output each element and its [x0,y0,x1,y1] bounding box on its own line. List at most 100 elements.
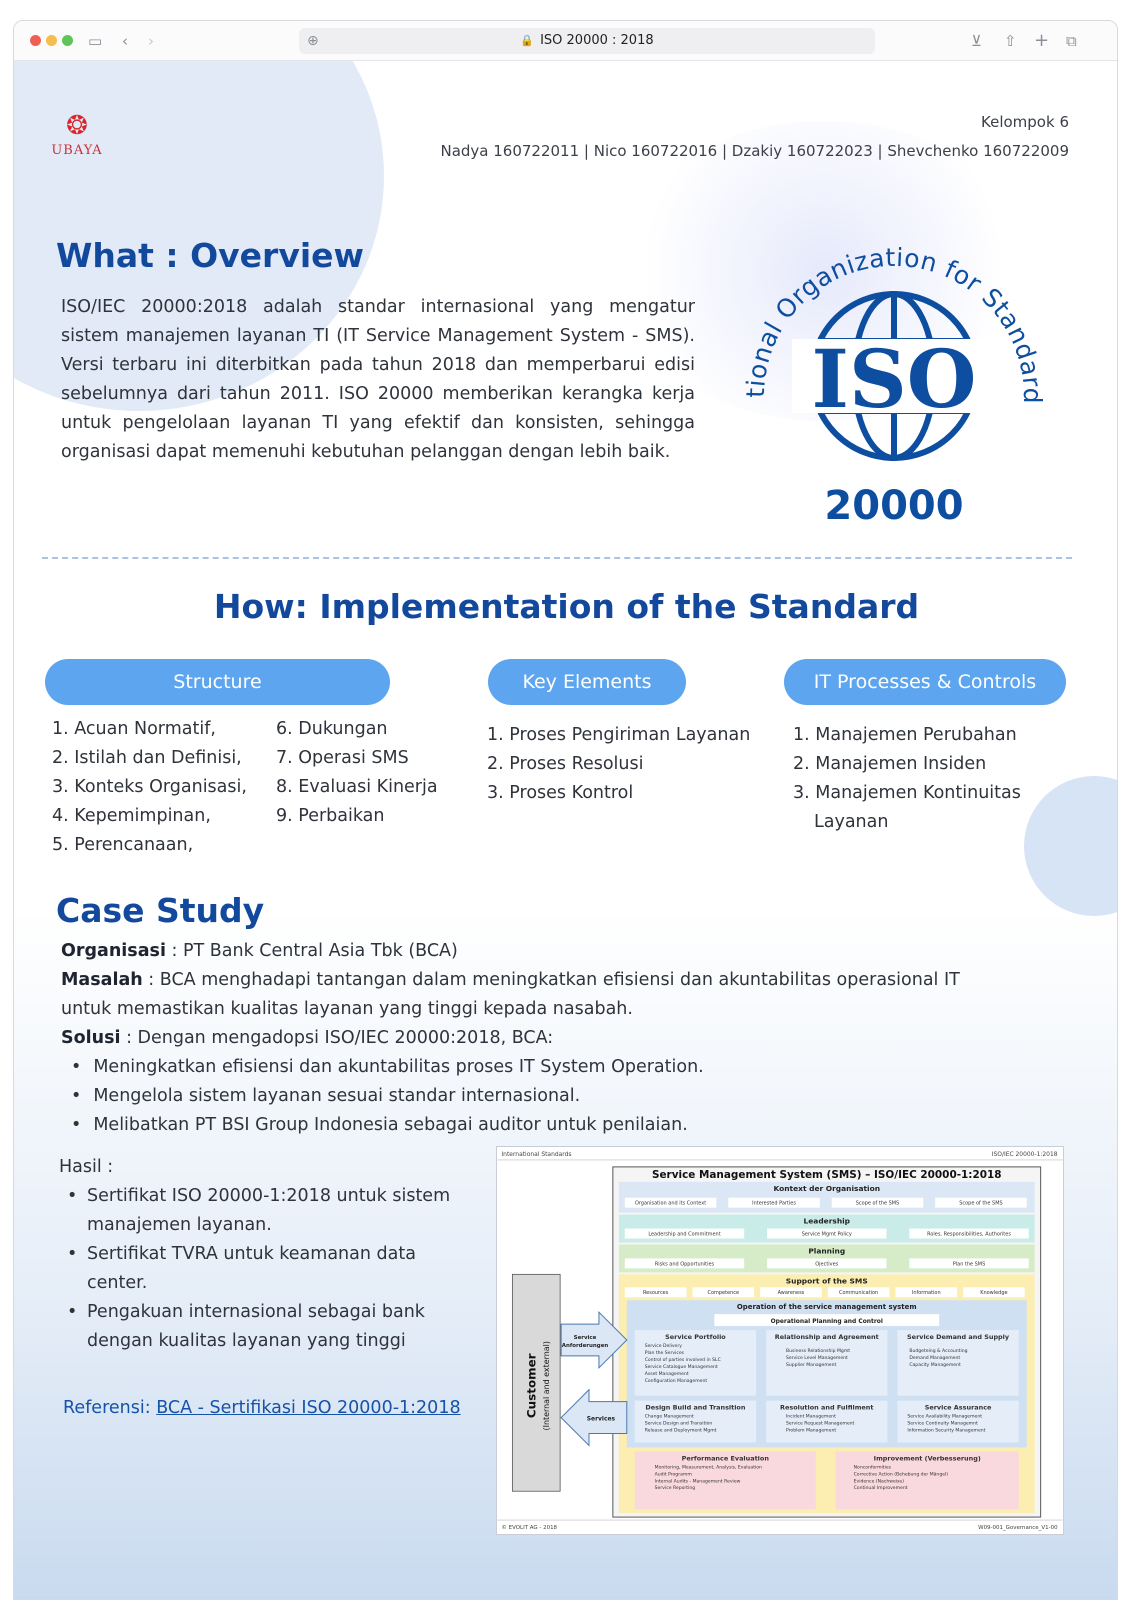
close-window-button[interactable] [30,35,41,46]
portfolio-item: Control of parties involved in SLC [645,1357,721,1363]
url-text: ISO 20000 : 2018 [540,33,654,48]
relationship-item: Business Relationship Mgmt [786,1348,850,1354]
list-item: 3. Konteks Organisasi, [52,777,247,797]
portfolio-item: Service Catalogue Management [645,1364,718,1370]
list-item: 4. Kepemimpinan, [52,806,211,826]
support-item: Resources [643,1290,669,1296]
context-item: Scope of the SMS [959,1201,1002,1207]
back-icon[interactable]: ‹ [122,32,128,50]
overview-title: What : Overview [56,236,365,275]
sidebar-icon[interactable]: ▭ [88,32,103,50]
list-item: 2. Proses Resolusi [487,754,644,774]
it-processes-list: 1. Manajemen Perubahan 2. Manajemen Insi… [793,721,1021,837]
list-item: 1. Manajemen Perubahan [793,725,1017,745]
solusi-label: Solusi [61,1028,121,1048]
customer-sublabel: (Internal and external) [542,1341,551,1430]
diagram-bottom-left: © EVOLIT AG - 2018 [501,1524,557,1531]
performance-item: Audit Programm [655,1471,693,1477]
diagram-operation: Operation of the service management syst… [737,1303,917,1311]
download-icon[interactable]: ⊻ [971,32,982,50]
support-item: Knowledge [980,1290,1007,1296]
new-tab-icon[interactable]: + [1034,30,1050,51]
resolution-item: Incident Management [786,1414,836,1420]
key-elements-pill: Key Elements [488,659,686,705]
services-arrow [560,1388,628,1447]
list-item: 8. Evaluasi Kinerja [276,777,438,797]
performance-title: Performance Evaluation [682,1454,770,1462]
list-item: Mengelola sistem layanan sesuai standar … [71,1082,961,1111]
support-item: Awareness [778,1290,805,1296]
hasil-heading: Hasil : [59,1157,114,1177]
resolution-item: Problem Management [786,1428,836,1434]
list-item: Melibatkan PT BSI Group Indonesia sebaga… [71,1111,961,1140]
page-content: ❂ UBAYA Kelompok 6 Nadya 160722011 | Nic… [14,61,1117,1599]
address-bar[interactable]: ⊕ 🔒 ISO 20000 : 2018 [299,28,875,54]
ubaya-emblem-icon: ❂ [66,111,88,141]
improvement-item: Continual Improvement [854,1485,908,1491]
list-item: 7. Operasi SMS [276,748,409,768]
request-arrow [560,1310,628,1370]
relationship-item: Service Level Management [786,1355,848,1361]
it-processes-pill: IT Processes & Controls [784,659,1066,705]
context-item: Scope of the SMS [856,1201,899,1207]
masalah-label: Masalah [61,970,143,990]
list-item: 2. Istilah dan Definisi, [52,748,242,768]
list-item: 9. Perbaikan [276,806,385,826]
planning-item: Risks and Opportunities [655,1261,715,1267]
portfolio-item: Service Delivery [645,1343,683,1349]
share-icon[interactable]: ⇧ [1004,32,1017,50]
context-item: Interested Parties [752,1201,796,1207]
reference-link[interactable]: BCA - Sertifikasi ISO 20000-1:2018 [156,1398,461,1418]
case-study-title: Case Study [56,891,265,930]
structure-list-1: 1. Acuan Normatif, 2. Istilah dan Defini… [52,715,247,860]
group-name: Kelompok 6 [981,113,1069,131]
iso-number: 20000 [824,483,963,529]
list-item: 5. Perencanaan, [52,835,194,855]
assurance-item: Information Security Management [907,1428,985,1434]
diagram-bottom-right: W09-001_Governance_V1-00 [978,1525,1058,1531]
solusi-list: Meningkatkan efisiensi dan akuntabilitas… [61,1053,961,1140]
tab-overview-icon[interactable]: ⧉ [1066,32,1077,50]
minimize-window-button[interactable] [46,35,57,46]
improvement-title: Improvement (Verbesserung) [874,1454,981,1462]
list-item: 1. Proses Pengiriman Layanan [487,725,751,745]
portfolio-item: Plan the Services [645,1350,685,1356]
masalah-value: : BCA menghadapi tantangan dalam meningk… [61,970,960,1019]
relationship-item: Supplier Management [786,1362,837,1368]
reference: Referensi: BCA - Sertifikasi ISO 20000-1… [63,1398,461,1418]
browser-toolbar: ▭ ‹ › ⊕ 🔒 ISO 20000 : 2018 ⊻ ⇧ + ⧉ [14,21,1117,61]
list-item: 3. Proses Kontrol [487,783,634,803]
list-item: Sertifikat ISO 20000-1:2018 untuk sistem… [67,1182,459,1240]
list-item: 3. Manajemen Kontinuitas [793,783,1021,803]
resolution-item: Service Request Management [786,1421,855,1427]
group-members: Nadya 160722011 | Nico 160722016 | Dzaki… [440,142,1069,160]
org-label: Organisasi [61,941,166,961]
planning-item: Plan the SMS [953,1261,985,1267]
logo-text: UBAYA [51,143,103,158]
decor-blob-right [1024,776,1117,916]
structure-pill: Structure [45,659,390,705]
diagram-top-left: International Standards [501,1151,571,1158]
browser-window: ▭ ‹ › ⊕ 🔒 ISO 20000 : 2018 ⊻ ⇧ + ⧉ ❂ UBAY… [13,20,1118,1600]
demand-item: Budgeteing & Accounting [909,1348,967,1354]
performance-item: Internal Audits - Management Review [655,1478,741,1484]
forward-icon[interactable]: › [148,32,154,50]
resolution-title: Resolution and Fulfilment [780,1404,873,1412]
case-solusi: Solusi : Dengan mengadopsi ISO/IEC 20000… [61,1024,961,1053]
assurance-title: Service Assurance [925,1404,992,1412]
page-settings-icon[interactable]: ⊕ [307,33,319,49]
diagram-op-planning: Operational Planning and Control [771,1318,883,1325]
case-masalah: Masalah : BCA menghadapi tantangan dalam… [61,966,961,1024]
org-value: : PT Bank Central Asia Tbk (BCA) [165,941,458,961]
improvement-item: Evidence (Nachweise) [854,1478,905,1484]
zoom-window-button[interactable] [62,35,73,46]
how-title: How: Implementation of the Standard [213,587,920,626]
solusi-value: : Dengan mengadopsi ISO/IEC 20000:2018, … [120,1028,554,1048]
leadership-item: Service Mgmt Policy [802,1232,852,1238]
list-item: Layanan [814,812,889,832]
demand-title: Service Demand and Supply [907,1333,1010,1341]
case-study-body: Organisasi : PT Bank Central Asia Tbk (B… [61,937,961,1140]
context-item: Organisation and its Context [635,1201,706,1207]
diagram-context: Kontext der Organisation [773,1184,880,1193]
list-item: Sertifikat TVRA untuk keamanan data cent… [67,1240,459,1298]
